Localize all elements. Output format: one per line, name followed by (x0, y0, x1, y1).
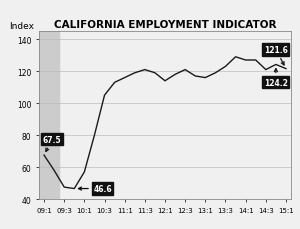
Text: 124.2: 124.2 (264, 69, 288, 87)
Text: 121.6: 121.6 (264, 46, 288, 66)
Text: 46.6: 46.6 (79, 184, 112, 193)
Title: CALIFORNIA EMPLOYMENT INDICATOR: CALIFORNIA EMPLOYMENT INDICATOR (54, 20, 276, 30)
Text: 67.5: 67.5 (43, 135, 62, 152)
Text: Index: Index (9, 22, 34, 30)
Bar (39, 32, 59, 199)
